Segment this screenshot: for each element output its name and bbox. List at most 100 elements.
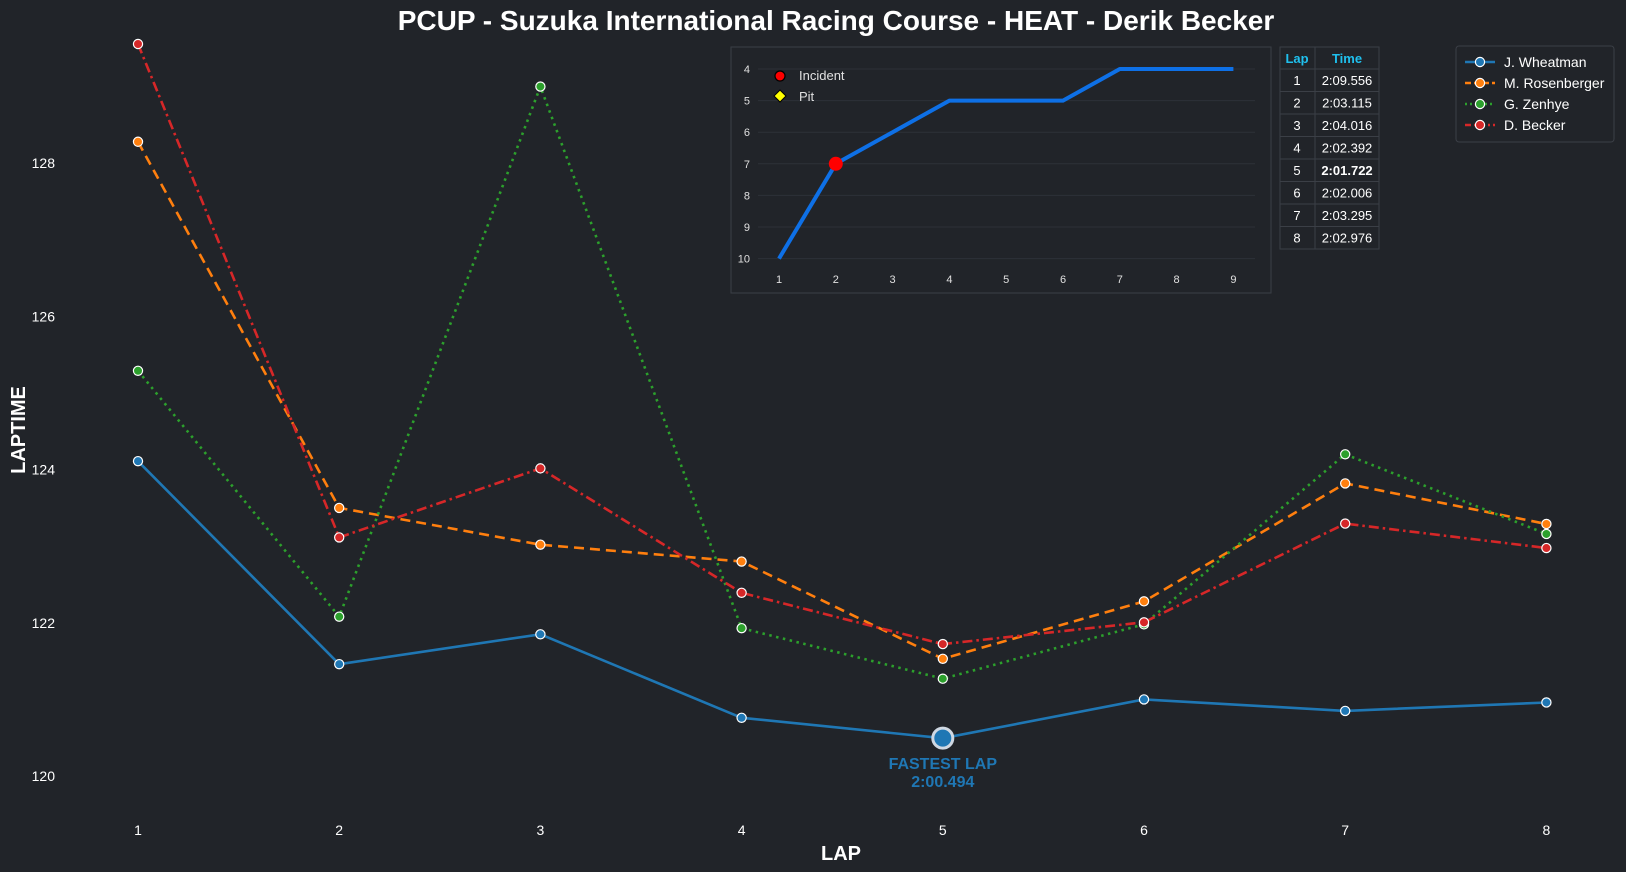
data-point	[334, 611, 345, 622]
table-cell-time: 2:03.115	[1322, 96, 1372, 111]
fastest-lap-marker	[931, 726, 955, 750]
legend-marker	[1474, 56, 1486, 68]
position-inset-frame	[730, 46, 1272, 294]
x-tick-label: 7	[1341, 822, 1349, 838]
main-series-lines	[136, 43, 1547, 740]
inset-y-tick: 10	[738, 254, 750, 266]
position-line	[777, 67, 1234, 260]
data-point	[334, 502, 345, 514]
legend-label: G. Zenhye	[1504, 96, 1570, 112]
inset-y-tick: 6	[744, 127, 750, 139]
table-cell-time: 2:02.976	[1322, 231, 1373, 246]
inset-x-tick: 1	[776, 274, 782, 286]
main-legend-box	[1455, 45, 1615, 143]
inset-y-tick: 4	[744, 64, 750, 76]
inset-x-tick: 5	[1003, 274, 1009, 286]
table-cell-time: 2:02.392	[1322, 141, 1373, 156]
fastest-lap-value: 2:00.494	[911, 774, 974, 791]
legend-marker	[1474, 119, 1486, 131]
table-row: 2 2:03.115	[1279, 91, 1380, 115]
data-point	[1339, 449, 1351, 460]
inset-y-tick: 7	[744, 159, 750, 171]
data-point	[535, 629, 546, 640]
y-tick-label: 120	[32, 768, 56, 784]
pit-legend-icon	[773, 89, 787, 103]
inset-y-tick: 8	[744, 190, 750, 202]
data-point	[1339, 478, 1351, 489]
table-row: 4 2:02.392	[1279, 136, 1380, 160]
data-point	[1541, 542, 1552, 554]
x-tick-label: 6	[1140, 822, 1148, 838]
data-point	[132, 136, 144, 147]
incident-marker	[828, 156, 843, 171]
table-cell-time: 2:02.006	[1322, 186, 1373, 201]
inset-x-tick: 3	[890, 274, 896, 286]
table-cell-lap: 1	[1293, 73, 1300, 88]
position-inset-ticks: 4 5 6 7 8 9 10 1 2 3 4 5 6 7 8 9	[738, 64, 1237, 286]
data-point	[1541, 518, 1552, 530]
inset-y-tick: 5	[744, 96, 750, 108]
table-cell-lap: 7	[1293, 208, 1300, 223]
lap-time-table: Lap Time 1 2:09.556 2 2:03.115 3 2:04.016 4 2:0…	[1279, 46, 1380, 250]
table-cell-lap: 8	[1293, 231, 1300, 246]
data-point	[1339, 705, 1351, 717]
data-point	[132, 38, 144, 50]
data-point	[1138, 617, 1150, 628]
table-cell-lap: 2	[1293, 96, 1300, 111]
data-point	[1541, 528, 1552, 540]
pit-legend-label: Pit	[799, 89, 815, 104]
legend-marker	[1474, 98, 1486, 110]
data-point	[1339, 518, 1351, 529]
table-cell-lap: 5	[1293, 163, 1300, 178]
series-line-3	[136, 43, 1547, 646]
x-tick-label: 4	[738, 822, 746, 838]
data-point	[937, 653, 949, 665]
inset-x-tick: 8	[1174, 274, 1180, 286]
data-point	[736, 556, 747, 567]
data-point	[736, 712, 747, 723]
data-point	[535, 463, 546, 474]
data-point	[1138, 596, 1150, 607]
x-tick-label: 1	[134, 822, 142, 838]
table-row: 8 2:02.976	[1279, 226, 1380, 250]
legend-label: D. Becker	[1504, 117, 1566, 133]
series-line-0	[137, 460, 1547, 740]
table-row: 3 2:04.016	[1279, 113, 1380, 137]
position-inset: 4 5 6 7 8 9 10 1 2 3 4 5 6 7 8 9 Incident Pit	[730, 46, 1272, 294]
x-tick-label: 5	[939, 822, 947, 838]
x-tick-label: 3	[537, 822, 545, 838]
chart-title: PCUP - Suzuka International Racing Cours…	[398, 5, 1275, 36]
data-point	[1138, 694, 1150, 705]
data-point	[334, 532, 345, 543]
table-row-bg	[1279, 226, 1380, 250]
inset-x-tick: 4	[946, 274, 952, 286]
inset-x-tick: 6	[1060, 274, 1066, 286]
inset-x-tick: 9	[1230, 274, 1236, 286]
fastest-lap-label: FASTEST LAP	[889, 756, 998, 773]
table-cell-lap: 4	[1293, 141, 1300, 156]
y-axis-label: LAPTIME	[8, 386, 30, 474]
data-point	[937, 673, 949, 684]
data-point	[535, 539, 546, 550]
table-cell-time: 2:01.722	[1321, 163, 1372, 178]
main-series-points	[132, 38, 1552, 744]
legend-marker	[1474, 77, 1486, 89]
table-cell-time: 2:09.556	[1322, 73, 1373, 88]
data-point	[937, 638, 949, 650]
x-tick-label: 2	[335, 822, 343, 838]
incident-markers	[828, 156, 843, 171]
table-header-lap: Lap	[1285, 51, 1308, 66]
table-row: 7 2:03.295	[1279, 203, 1380, 227]
table-row: 5 2:01.722	[1279, 158, 1380, 182]
data-point	[1541, 697, 1552, 708]
y-tick-label: 124	[32, 462, 56, 478]
inset-x-tick: 7	[1117, 274, 1123, 286]
data-point	[736, 587, 747, 598]
x-tick-label: 8	[1543, 822, 1551, 838]
y-tick-label: 128	[32, 155, 56, 171]
fastest-lap-annotation: FASTEST LAP 2:00.494	[889, 726, 998, 791]
inset-x-tick: 2	[833, 274, 839, 286]
table-header-time: Time	[1332, 51, 1362, 66]
